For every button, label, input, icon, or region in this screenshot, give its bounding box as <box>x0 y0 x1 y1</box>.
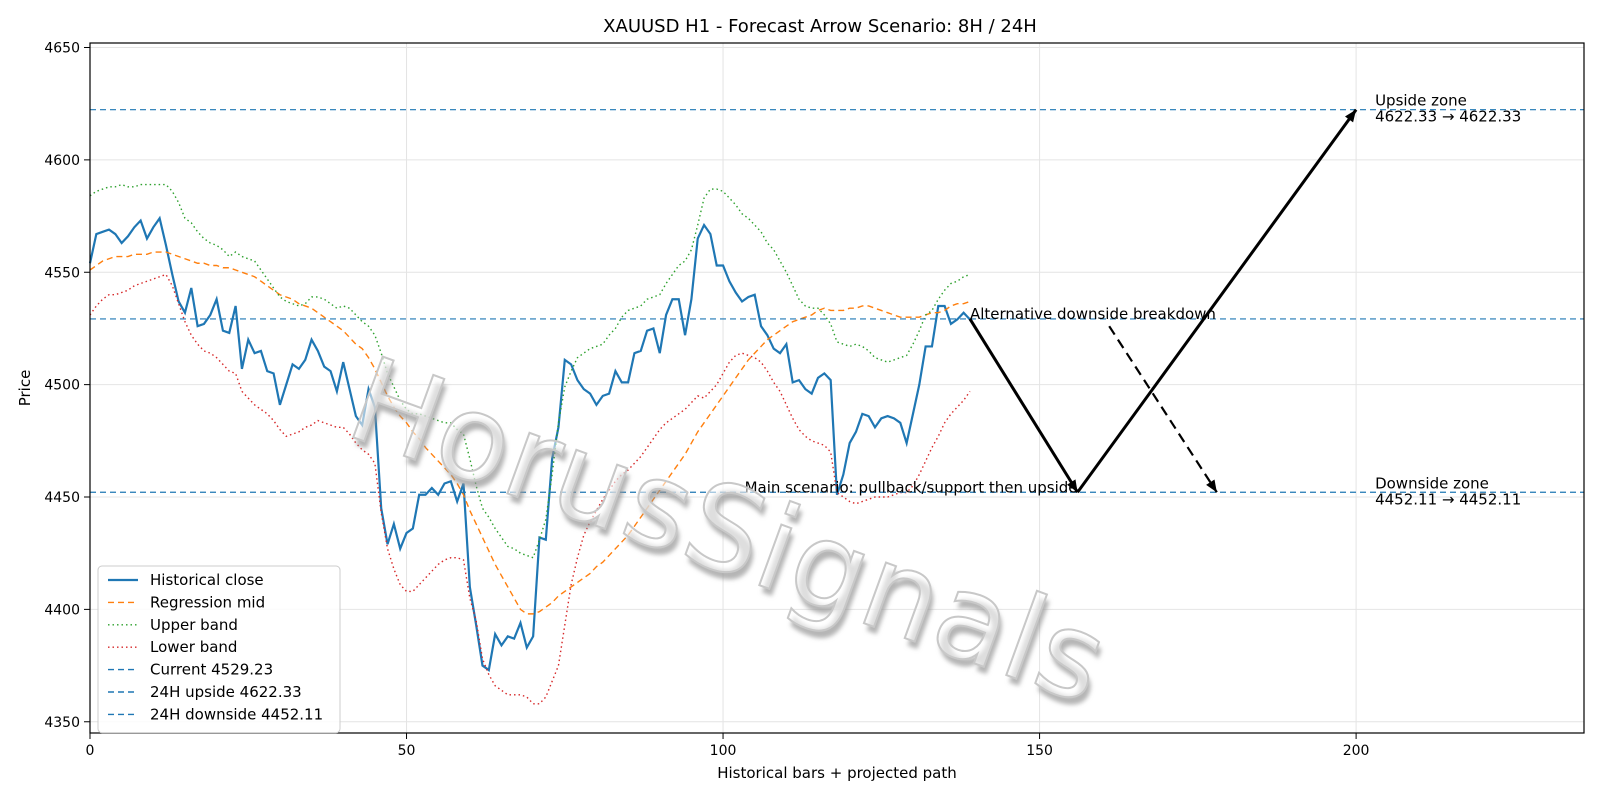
series-line-0 <box>88 215 971 672</box>
hlines-layer <box>90 109 1584 493</box>
arrow-shaft-2 <box>1108 325 1218 493</box>
x-tick-label: 50 <box>398 743 416 759</box>
y-tick-label: 4450 <box>44 490 80 506</box>
legend-label-6: 24H downside 4452.11 <box>150 705 323 723</box>
x-tick-label: 150 <box>1026 743 1053 759</box>
x-tick-label: 0 <box>86 743 95 759</box>
arrow-head-2 <box>1206 479 1217 493</box>
legend: Historical close Regression mid Upper band… <box>97 565 341 734</box>
y-tick-label: 4400 <box>44 602 80 618</box>
arrow-head-0 <box>1066 479 1078 493</box>
zone-label-1: Downside zone <box>1375 474 1489 492</box>
y-tick-label: 4650 <box>44 40 80 56</box>
zone-range-1: 4452.11 → 4452.11 <box>1375 490 1521 508</box>
arrow-shaft-0 <box>968 318 1079 494</box>
arrow-head-1 <box>1344 109 1357 123</box>
x-axis: 0 50 100 150 200 <box>86 733 1370 759</box>
zone-range-0: 4622.33 → 4622.33 <box>1375 108 1521 126</box>
y-tick-label: 4500 <box>44 378 80 394</box>
x-tick-label: 100 <box>710 743 737 759</box>
annotation-2: Alternative downside breakdown <box>970 305 1216 323</box>
plot-frame <box>89 42 1585 734</box>
arrows-layer <box>968 108 1358 494</box>
legend-label-0: Historical close <box>150 571 264 589</box>
series-line-1 <box>89 251 971 615</box>
x-tick-label: 200 <box>1343 743 1370 759</box>
y-tick-label: 4550 <box>44 265 80 281</box>
y-tick-label: 4350 <box>44 715 80 731</box>
legend-label-4: Current 4529.23 <box>150 661 273 679</box>
x-axis-label: Historical bars + projected path <box>717 764 957 782</box>
zone-label-0: Upside zone <box>1375 92 1467 110</box>
legend-label-5: 24H upside 4622.33 <box>150 683 302 701</box>
chart-title: XAUUSD H1 - Forecast Arrow Scenario: 8H … <box>603 16 1037 37</box>
y-axis-label: Price <box>16 370 34 407</box>
legend-label-3: Lower band <box>150 638 237 656</box>
series-line-2 <box>89 183 971 559</box>
y-tick-label: 4600 <box>44 153 80 169</box>
legend-box <box>97 565 341 734</box>
y-axis: 4350 4400 4450 4500 4550 4600 4650 <box>44 40 90 731</box>
legend-label-1: Regression mid <box>150 593 265 611</box>
annotation-3: Main scenario: pullback/support then ups… <box>745 478 1078 496</box>
series-layer <box>88 183 971 705</box>
arrow-shaft-1 <box>1076 108 1358 494</box>
legend-label-2: Upper band <box>150 616 238 634</box>
